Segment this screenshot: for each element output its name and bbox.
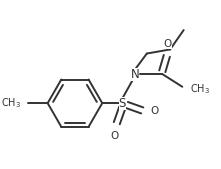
Text: O: O — [111, 131, 119, 141]
Text: O: O — [151, 106, 159, 116]
Text: CH$_3$: CH$_3$ — [1, 96, 21, 110]
Text: N: N — [131, 68, 139, 81]
Text: CH$_3$: CH$_3$ — [190, 83, 210, 96]
Text: O: O — [164, 39, 172, 49]
Text: S: S — [119, 97, 126, 110]
